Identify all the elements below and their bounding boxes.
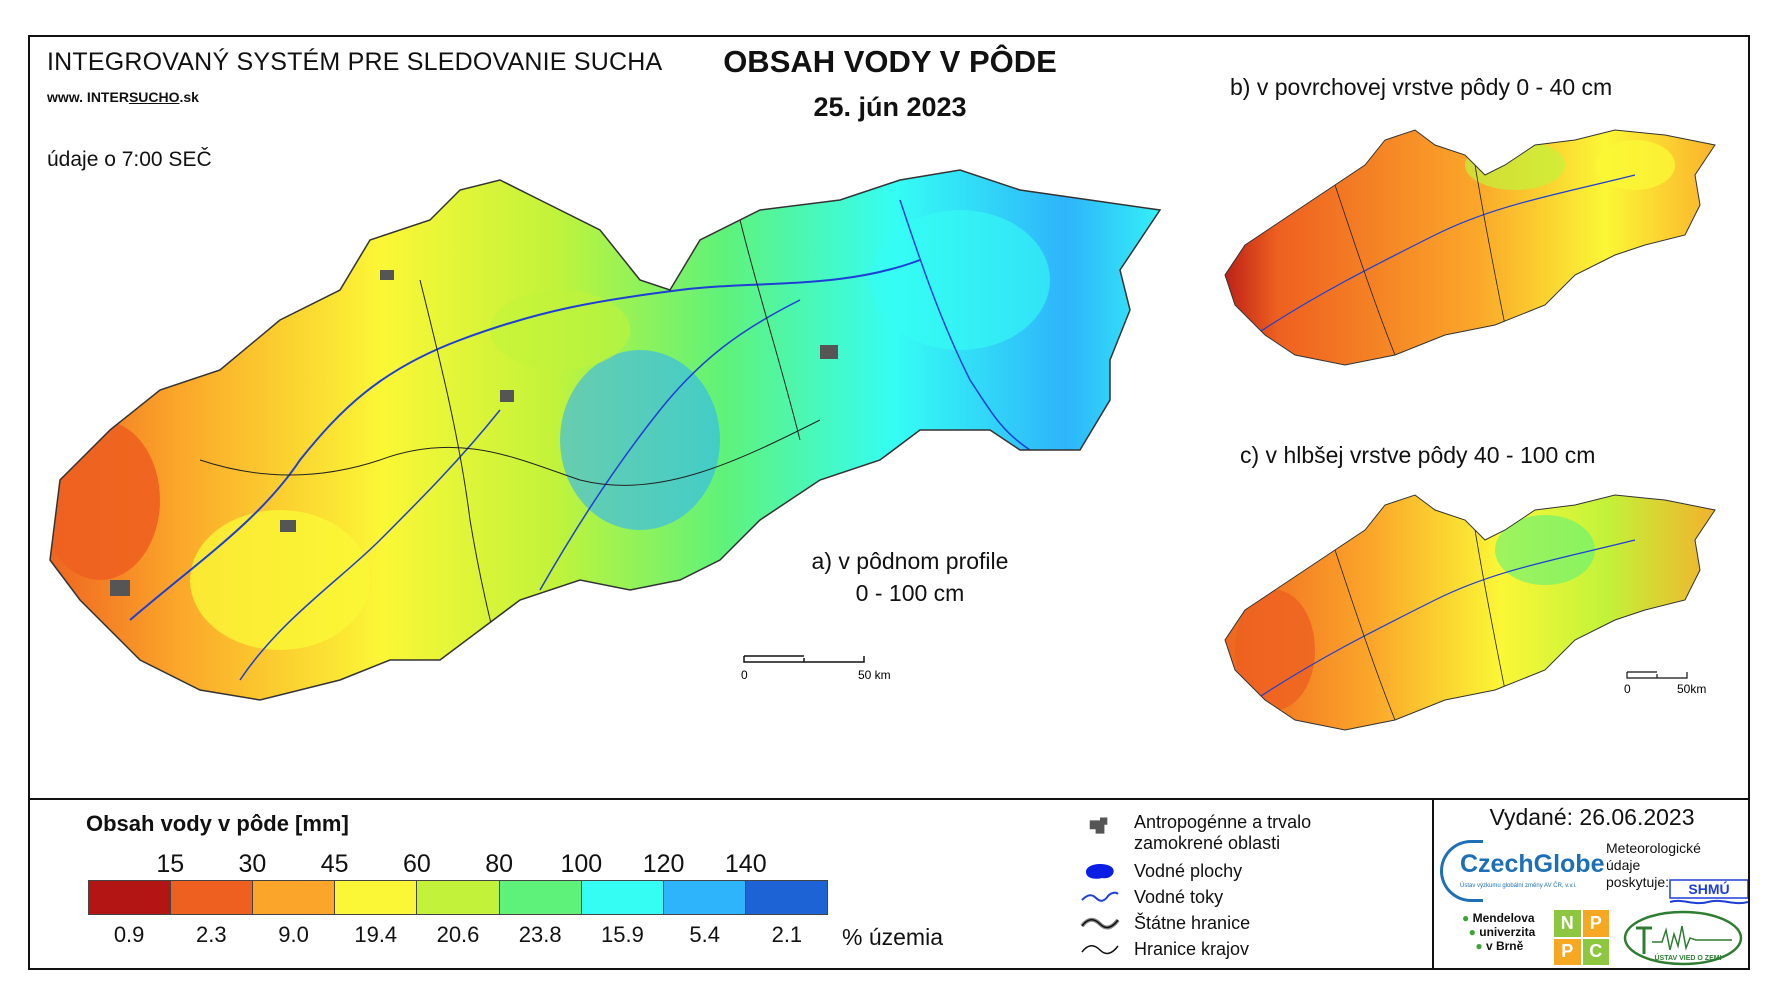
legend-threshold-label: 45 [320,850,349,878]
state-border-icon [1080,917,1120,930]
shmu-logo: SHMÚ [1669,879,1748,905]
legend-percent-label: 20.6 [436,922,480,947]
main-soil-water-map: 0 50 km [49,169,1161,701]
org-url[interactable]: www. INTERSUCHO.sk [47,89,199,105]
region-border-icon [1081,945,1119,955]
org-title: INTEGROVANÝ SYSTÉM PRE SLEDOVANIE SUCHA [47,48,663,76]
legend-color-segment [171,881,254,914]
legend-title: Obsah vody v pôde [mm] [86,811,349,836]
symbol-state-borders: Štátne hranice [1134,913,1251,933]
issued-date: Vydané: 26.06.2023 [1489,804,1695,830]
legend-color-segment [663,881,746,914]
legend-threshold-label: 60 [402,850,431,878]
legend-percent-label: 19.4 [354,922,398,947]
legend-percent-label: 15.9 [601,922,644,947]
legend-percent-label: 2.1 [771,922,803,947]
svg-text:ÚSTAV VIED O ZEMI: ÚSTAV VIED O ZEMI [1654,953,1721,962]
symbol-rivers: Vodné toky [1134,887,1224,907]
mendel-university-logo: ● Mendelova ● univerzita ● v Brně [1462,911,1536,953]
svg-text:SHMÚ: SHMÚ [1688,880,1729,897]
legend-color-segment [581,881,664,914]
legend-threshold-label: 30 [238,850,267,878]
main-scale-end: 50 km [858,668,891,682]
legend-percent-label: 23.8 [518,922,562,947]
legend-threshold-label: 120 [642,850,685,878]
legend-threshold-label: 140 [724,850,767,878]
legend-divider [28,798,1750,800]
surface-layer-map [1224,129,1716,366]
legend-threshold-label: 100 [560,850,603,878]
map-a-depth: 0 - 100 cm [855,580,965,606]
map-b-label: b) v povrchovej vrstve pôdy 0 - 40 cm [1230,74,1613,100]
small-scale-end: 50km [1677,682,1706,696]
symbol-anthropogenic-line2: zamokrené oblasti [1134,833,1281,853]
main-scale-bar: 0 50 km [741,655,891,682]
deep-layer-map: 0 50km [1224,494,1716,731]
small-scale-bar: 0 50km [1624,671,1706,696]
npc-logo: N P P C [1554,910,1609,965]
anthropogenic-area-icon [1089,817,1108,834]
small-scale-start: 0 [1624,682,1631,696]
legend-color-segment [417,881,500,914]
legend-percent-label: 9.0 [278,922,309,947]
water-body-icon [1086,864,1114,879]
legend-color-segment [499,881,582,914]
legend-color-segment [89,881,172,914]
map-frame [28,35,1750,970]
map-a-label: a) v pôdnom profile [811,548,1009,574]
page-title: OBSAH VODY V PÔDE [723,44,1057,79]
legend-color-bar [88,880,828,915]
main-scale-start: 0 [741,668,748,682]
legend-threshold-label: 80 [485,850,514,878]
legend-color-segment [335,881,418,914]
map-c-label: c) v hlbšej vrstve pôdy 40 - 100 cm [1240,442,1596,468]
legend-threshold-label: 15 [156,850,185,878]
data-time: údaje o 7:00 SEČ [47,148,212,171]
symbol-region-borders: Hranice krajov [1134,939,1250,959]
page-date: 25. jún 2023 [813,92,967,122]
river-icon [1081,891,1119,902]
footer-divider [1432,798,1434,970]
legend-color-segment [253,881,336,914]
legend-color-segment [745,881,827,914]
legend-percent-label: 5.4 [689,922,720,947]
legend-percent-label: 2.3 [196,922,227,947]
czechglobe-logo: CzechGlobe Ústav výzkumu globální změny … [1440,840,1604,904]
meteo-provider-label: Meteorologické údaje poskytuje: [1606,840,1701,890]
symbol-anthropogenic-line1: Antropogénne a trvalo [1134,812,1312,832]
symbol-water-bodies: Vodné plochy [1134,861,1243,881]
legend-percent-label: 0.9 [113,922,145,947]
ustav-vied-o-zemi-logo: ÚSTAV VIED O ZEMI [1623,910,1743,966]
legend-percent-unit: % územia [842,924,943,950]
